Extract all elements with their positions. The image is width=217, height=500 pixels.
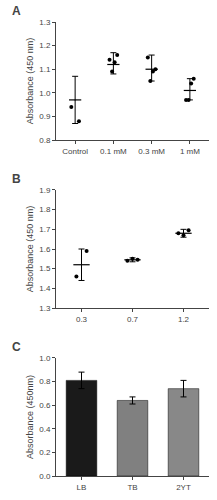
svg-text:1.5: 1.5 (39, 264, 51, 273)
svg-text:1.0: 1.0 (39, 89, 51, 98)
svg-text:Control: Control (62, 147, 88, 156)
svg-text:1.2: 1.2 (39, 41, 51, 50)
svg-text:C: C (12, 340, 21, 354)
svg-text:1.3: 1.3 (39, 304, 51, 313)
svg-text:Absorbance (450 nm): Absorbance (450 nm) (25, 206, 35, 293)
svg-text:TB: TB (127, 483, 137, 492)
svg-text:Absorbance (450 nm): Absorbance (450 nm) (25, 38, 35, 125)
svg-text:1.2: 1.2 (178, 315, 190, 324)
svg-text:1.8: 1.8 (39, 205, 51, 214)
svg-text:Absorbance (450nm): Absorbance (450nm) (25, 375, 35, 459)
svg-text:0.8: 0.8 (39, 136, 51, 145)
svg-text:0.6: 0.6 (39, 401, 51, 410)
svg-text:1.1: 1.1 (39, 65, 51, 74)
svg-text:1.3: 1.3 (39, 18, 51, 27)
svg-text:0.1 mM: 0.1 mM (100, 147, 127, 156)
svg-text:0.3: 0.3 (76, 315, 88, 324)
svg-text:A: A (12, 4, 21, 18)
svg-text:0.9: 0.9 (39, 112, 51, 121)
svg-text:1 mM: 1 mM (180, 147, 200, 156)
svg-text:B: B (12, 172, 21, 186)
svg-text:0.3 mM: 0.3 mM (138, 147, 165, 156)
svg-text:0.7: 0.7 (127, 315, 139, 324)
svg-text:1.6: 1.6 (39, 245, 51, 254)
svg-text:1.0: 1.0 (39, 354, 51, 363)
svg-text:1.7: 1.7 (39, 225, 51, 234)
svg-text:0.0: 0.0 (39, 472, 51, 481)
svg-text:0.8: 0.8 (39, 377, 51, 386)
svg-text:1.9: 1.9 (39, 186, 51, 195)
svg-text:1.4: 1.4 (39, 284, 51, 293)
svg-text:0.2: 0.2 (39, 448, 51, 457)
svg-text:2YT: 2YT (176, 483, 191, 492)
svg-text:LB: LB (77, 483, 87, 492)
svg-text:0.4: 0.4 (39, 425, 51, 434)
